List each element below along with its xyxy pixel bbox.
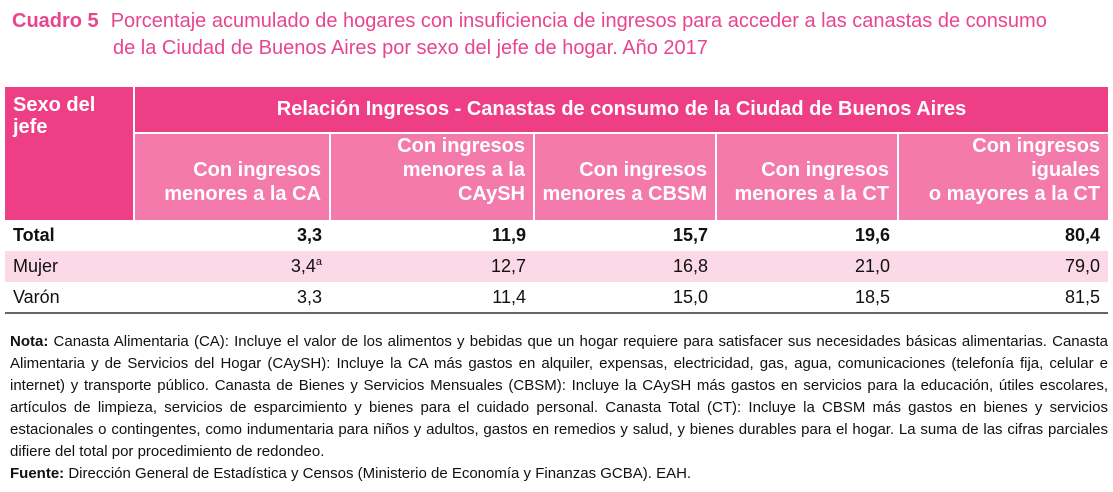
cell-value: 11,9: [491, 225, 526, 245]
title-line-1: Porcentaje acumulado de hogares con insu…: [110, 10, 1047, 32]
table-row: Varón 3,3 11,4 15,0 18,5 81,5: [5, 282, 1109, 314]
cell-value: 16,8: [534, 251, 716, 282]
fuente-text: Dirección General de Estadística y Censo…: [68, 465, 692, 482]
header-sexo-jefe: Sexo del jefe: [5, 87, 135, 220]
title-line-2: de la Ciudad de Buenos Aires por sexo de…: [113, 37, 708, 59]
table-row: Mujer 3,4a 12,7 16,8 21,0 79,0: [5, 251, 1109, 282]
cell-value: 12,7: [330, 251, 534, 282]
nota-text: Canasta Alimentaria (CA): Incluye el val…: [10, 333, 1108, 460]
fuente: Fuente: Dirección General de Estadística…: [10, 463, 1108, 485]
cell-value: 19,6: [854, 225, 890, 245]
column-header: Con ingresos menores a la CAySH: [330, 133, 535, 220]
nota-label: Nota:: [10, 333, 49, 350]
row-label: Varón: [5, 282, 134, 314]
cell-value: 18,5: [716, 282, 898, 314]
cell-value: 80,4: [1065, 225, 1101, 245]
fuente-label: Fuente:: [10, 465, 65, 482]
table-title: Cuadro 5 Porcentaje acumulado de hogares …: [12, 8, 1107, 62]
cell-value: 3,4a: [134, 251, 330, 282]
column-header: Con ingresos menores a la CT: [716, 133, 899, 220]
cell-value: 79,0: [898, 251, 1109, 282]
cell-value: 3,3: [296, 225, 322, 245]
data-table: Sexo del jefe Relación Ingresos - Canast…: [5, 87, 1109, 314]
cell-value: 3,3: [134, 282, 330, 314]
header-group: Relación Ingresos - Canastas de consumo …: [134, 87, 1109, 134]
row-label: Mujer: [5, 251, 134, 282]
nota: Nota: Canasta Alimentaria (CA): Incluye …: [10, 331, 1108, 463]
row-label: Total: [13, 225, 55, 245]
cell-value: 21,0: [716, 251, 898, 282]
table-number: Cuadro 5: [12, 10, 99, 32]
footnote-marker: a: [315, 256, 322, 268]
column-header: Con ingresos menores a CBSM: [534, 133, 717, 220]
cell-value: 15,7: [672, 225, 708, 245]
column-header: Con ingresos iguales o mayores a la CT: [898, 133, 1109, 220]
column-header: Con ingresos menores a la CA: [134, 133, 331, 220]
table-notes: Nota: Canasta Alimentaria (CA): Incluye …: [10, 331, 1108, 485]
table-row: Total 3,3 11,9 15,7 19,6 80,4: [5, 220, 1108, 251]
cell-value: 11,4: [330, 282, 534, 314]
cell-value: 81,5: [898, 282, 1109, 314]
cell-value: 15,0: [534, 282, 716, 314]
